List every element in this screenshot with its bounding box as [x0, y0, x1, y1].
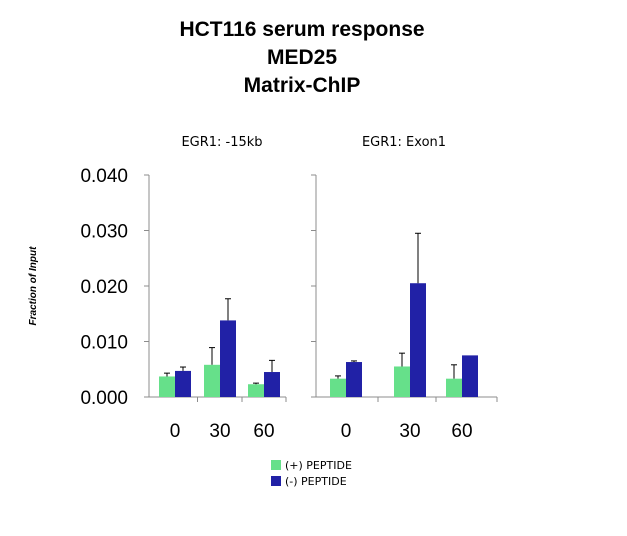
bar-plus-peptide: [394, 366, 410, 397]
y-tick-label: 0.030: [80, 222, 128, 243]
chart-title-line-1: HCT116 serum response: [179, 18, 424, 41]
y-axis-label: Fraction of Input: [28, 246, 39, 326]
plot-area: 0.000 0.010 0.020 0.030 0.040 0 30 60 0 30 60: [80, 166, 498, 442]
chart-title-line-2: MED25: [267, 46, 337, 69]
x-tick-label: 0: [341, 421, 352, 442]
bar-minus-peptide: [346, 362, 362, 397]
legend-label-minus-peptide: (-) PEPTIDE: [285, 475, 347, 488]
x-tick-label: 0: [170, 421, 181, 442]
panel-title-egr1-exon1: EGR1: Exon1: [362, 135, 446, 150]
bar-minus-peptide: [410, 283, 426, 397]
legend-swatch-minus-peptide: [271, 476, 281, 486]
panel-title-egr1-15kb: EGR1: -15kb: [181, 135, 262, 150]
bar-plus-peptide: [446, 378, 462, 397]
bar-minus-peptide: [462, 355, 478, 397]
y-tick-label: 0.040: [80, 166, 128, 187]
y-tick-label: 0.020: [80, 277, 128, 298]
y-tick-label: 0.010: [80, 333, 128, 354]
legend-swatch-plus-peptide: [271, 460, 281, 470]
bar-minus-peptide: [175, 370, 191, 397]
bar-plus-peptide: [330, 378, 346, 397]
bar-plus-peptide: [159, 376, 175, 397]
x-tick-label: 60: [451, 421, 472, 442]
x-tick-label: 30: [209, 421, 230, 442]
bar-plus-peptide: [204, 364, 220, 397]
x-tick-label: 30: [399, 421, 420, 442]
legend-label-plus-peptide: (+) PEPTIDE: [285, 459, 352, 472]
x-tick-label: 60: [253, 421, 274, 442]
bar-minus-peptide: [264, 372, 280, 397]
bar-minus-peptide: [220, 320, 236, 397]
y-tick-label: 0.000: [80, 388, 128, 409]
bar-plus-peptide: [248, 384, 264, 397]
chart-title-line-3: Matrix-ChIP: [244, 74, 361, 97]
